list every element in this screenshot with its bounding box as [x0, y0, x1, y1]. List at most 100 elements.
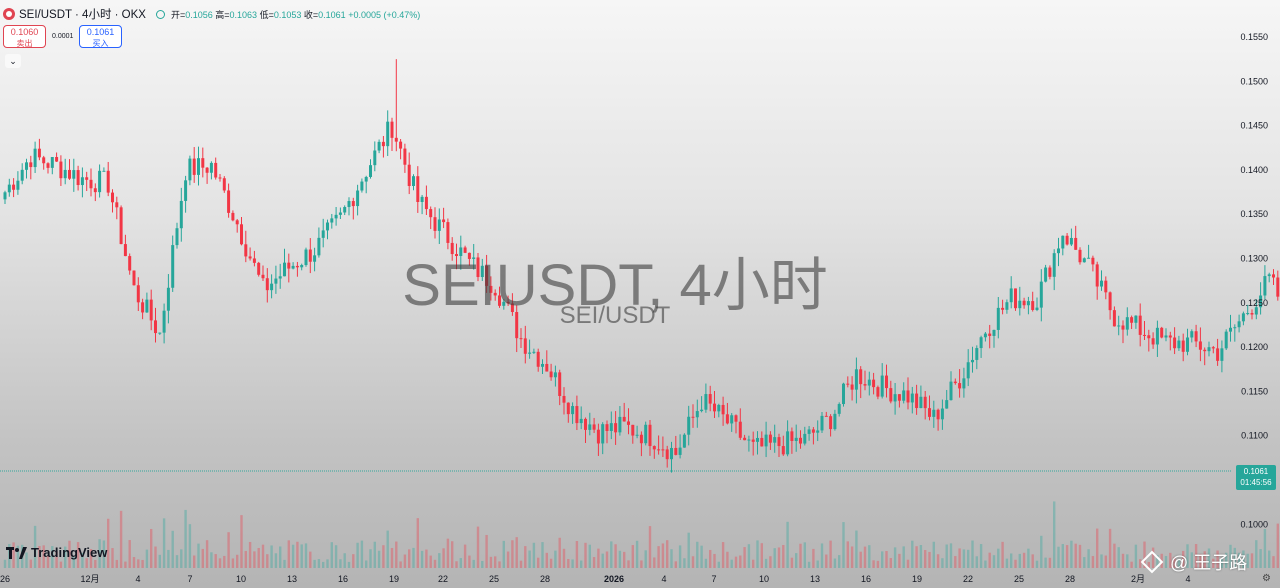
candle-body — [1130, 317, 1134, 323]
candle-body — [1001, 307, 1005, 310]
candle-body — [1155, 327, 1159, 345]
volume-bar — [1250, 553, 1254, 568]
sell-price: 0.1060 — [10, 27, 39, 37]
volume-bar — [137, 559, 140, 568]
candle-body — [975, 348, 979, 360]
volume-bar — [89, 549, 93, 568]
candle-body — [1044, 267, 1048, 282]
candle-body — [240, 224, 243, 245]
time-tick-label: 10 — [759, 574, 769, 584]
candle-body — [102, 170, 106, 172]
candle-body — [3, 192, 7, 200]
candle-body — [476, 257, 480, 278]
buy-button[interactable]: 0.1061 买入 — [79, 25, 122, 48]
volume-bar — [102, 540, 106, 568]
volume-bar — [408, 549, 411, 568]
candle-body — [1138, 315, 1142, 335]
volume-bar — [795, 553, 798, 568]
volume-bar — [803, 542, 806, 568]
volume-bar — [162, 518, 166, 568]
volume-bar — [446, 538, 450, 568]
volume-bar — [1237, 552, 1241, 568]
volume-bar — [1233, 547, 1236, 568]
volume-bar — [193, 555, 196, 568]
candle-body — [1216, 348, 1220, 361]
candle-body — [1147, 335, 1151, 339]
volume-bar — [1169, 552, 1172, 568]
tradingview-logo[interactable]: TradingView — [6, 545, 107, 560]
symbol-title[interactable]: SEI/USDT · 4小时 · OKX — [19, 9, 146, 21]
candle-body — [394, 137, 398, 142]
candle-body — [278, 276, 282, 279]
candle-body — [1198, 341, 1202, 350]
volume-bar — [859, 551, 862, 568]
open-value: 0.1056 — [185, 9, 213, 20]
volume-bar — [1151, 547, 1155, 568]
time-tick-label: 2月 — [1131, 574, 1145, 584]
candle-body — [485, 265, 489, 286]
volume-bar — [936, 554, 940, 568]
candle-body — [687, 416, 691, 435]
low-value: 0.1053 — [273, 9, 302, 20]
gear-icon[interactable]: ⚙ — [1262, 573, 1271, 584]
time-tick-label: 7 — [711, 574, 716, 584]
volume-bar — [1057, 546, 1060, 568]
volume-bar — [962, 549, 966, 568]
candle-body — [1031, 301, 1035, 310]
volume-bar — [3, 559, 7, 568]
candle-body — [1276, 277, 1280, 297]
spread-value: 0.0001 — [52, 33, 74, 40]
candle-body — [115, 202, 119, 208]
volume-bar — [1083, 557, 1086, 568]
volume-bar — [438, 553, 441, 568]
candle-body — [29, 162, 33, 168]
price-tick-label: 0.1300 — [1240, 254, 1268, 264]
time-tick-label: 19 — [389, 574, 399, 584]
candle-body — [768, 434, 772, 443]
volume-bar — [592, 557, 596, 568]
current-price-value: 0.1061 — [1243, 467, 1269, 476]
volume-bar — [721, 542, 725, 568]
candle-body — [1095, 264, 1099, 287]
candle-body — [360, 181, 364, 191]
volume-bar — [1272, 556, 1275, 568]
volume-bar — [640, 560, 643, 568]
candle-body — [175, 228, 179, 246]
volume-bar — [1040, 535, 1043, 568]
volume-bar — [979, 544, 983, 568]
candle-body — [1263, 276, 1267, 296]
candle-body — [915, 393, 919, 409]
volume-bar — [141, 559, 144, 568]
candle-body — [910, 393, 914, 403]
candle-body — [364, 176, 368, 182]
candle-body — [420, 196, 424, 202]
candle-body — [596, 429, 600, 444]
volume-bar — [498, 561, 501, 568]
volume-bar — [816, 560, 819, 568]
candle-body — [141, 302, 145, 313]
candle-body — [214, 162, 218, 178]
status-dot-icon — [155, 9, 165, 19]
volume-bar — [717, 561, 720, 568]
candle-body — [682, 434, 686, 448]
volume-bar — [412, 547, 415, 568]
sell-button[interactable]: 0.1060 卖出 — [3, 25, 46, 48]
volume-bar — [390, 547, 394, 568]
candle-body — [704, 394, 708, 410]
volume-bar — [12, 542, 15, 568]
volume-bar — [889, 558, 892, 568]
candle-body — [859, 369, 863, 385]
volume-bar — [291, 544, 295, 568]
volume-bar — [777, 547, 781, 568]
candle-body — [386, 121, 390, 147]
chevron-down-icon[interactable]: ⌄ — [5, 54, 21, 68]
volume-bar — [691, 556, 695, 568]
candle-body — [631, 424, 635, 436]
volume-bar — [734, 556, 738, 568]
candle-body — [1078, 249, 1082, 263]
candle-body — [399, 141, 403, 149]
volume-bar — [502, 540, 505, 568]
candle-body — [1026, 301, 1030, 306]
volume-bar — [433, 559, 437, 568]
